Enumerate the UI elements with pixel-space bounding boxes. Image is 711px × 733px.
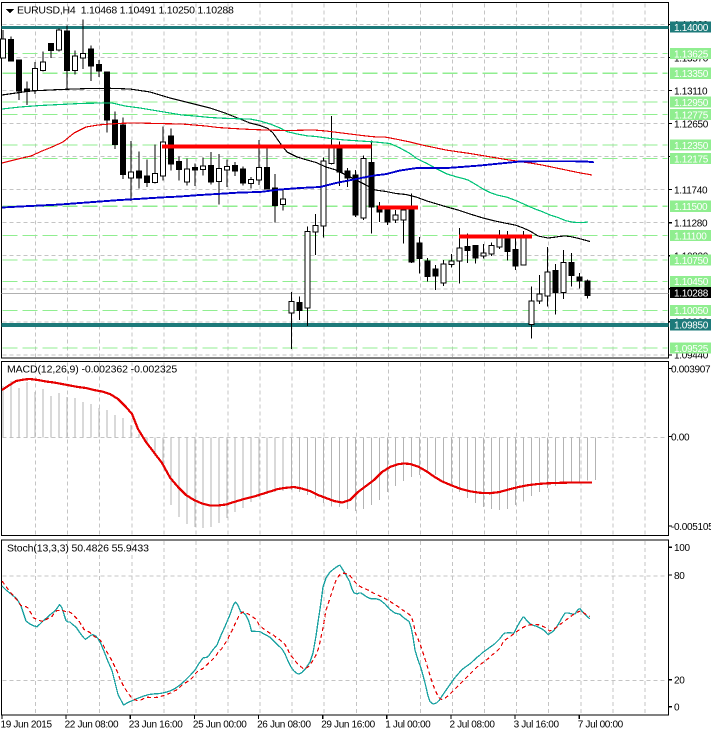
svg-text:1.09850: 1.09850 [674, 321, 709, 332]
svg-text:1.13625: 1.13625 [674, 49, 709, 60]
svg-text:7 Jul 00:00: 7 Jul 00:00 [578, 720, 624, 731]
svg-text:26 Jun 08:00: 26 Jun 08:00 [257, 720, 311, 731]
svg-text:0: 0 [674, 703, 680, 714]
svg-text:1.10288: 1.10288 [674, 288, 709, 299]
svg-text:1.11740: 1.11740 [674, 185, 708, 196]
svg-text:80: 80 [674, 571, 685, 582]
svg-text:1.12950: 1.12950 [674, 98, 709, 109]
svg-text:23 Jun 16:00: 23 Jun 16:00 [129, 720, 183, 731]
svg-text:1.09440: 1.09440 [674, 351, 709, 362]
svg-text:EURUSD,H4 1.10468 1.10491 1.1: EURUSD,H4 1.10468 1.10491 1.10250 1.1028… [17, 5, 234, 17]
svg-text:29 Jun 16:00: 29 Jun 16:00 [321, 720, 375, 731]
svg-text:19 Jun 2015: 19 Jun 2015 [1, 720, 53, 731]
svg-text:2 Jul 08:00: 2 Jul 08:00 [450, 720, 496, 731]
svg-text:1.11100: 1.11100 [674, 231, 707, 242]
svg-text:-0.005105: -0.005105 [671, 522, 711, 533]
svg-text:1.12175: 1.12175 [674, 154, 709, 165]
svg-text:20: 20 [674, 676, 685, 687]
svg-text:100: 100 [674, 543, 691, 554]
svg-text:1.12775: 1.12775 [674, 110, 709, 121]
svg-text:1.10450: 1.10450 [674, 277, 709, 288]
svg-text:1.10750: 1.10750 [674, 256, 709, 267]
svg-text:Stoch(13,3,3) 50.4826 55.9433: Stoch(13,3,3) 50.4826 55.9433 [7, 543, 149, 555]
svg-text:3 Jul 16:00: 3 Jul 16:00 [514, 720, 560, 731]
svg-text:22 Jun 08:00: 22 Jun 08:00 [65, 720, 119, 731]
svg-text:1.14000: 1.14000 [674, 23, 709, 34]
svg-text:1.11280: 1.11280 [674, 219, 708, 230]
svg-text:1.12350: 1.12350 [674, 141, 709, 152]
svg-text:1 Jul 00:00: 1 Jul 00:00 [385, 720, 431, 731]
svg-text:1.13110: 1.13110 [674, 86, 708, 97]
svg-text:25 Jun 00:00: 25 Jun 00:00 [193, 720, 247, 731]
svg-text:0.00: 0.00 [671, 432, 690, 443]
svg-text:MACD(12,26,9) -0.002362 -0.002: MACD(12,26,9) -0.002362 -0.002325 [7, 364, 177, 376]
svg-text:1.13350: 1.13350 [674, 69, 709, 80]
svg-text:1.09525: 1.09525 [674, 344, 709, 355]
svg-text:1.11500: 1.11500 [674, 202, 708, 213]
svg-text:1.10050: 1.10050 [674, 306, 709, 317]
svg-text:1.12650: 1.12650 [674, 119, 709, 130]
svg-text:0.003907: 0.003907 [671, 364, 711, 375]
